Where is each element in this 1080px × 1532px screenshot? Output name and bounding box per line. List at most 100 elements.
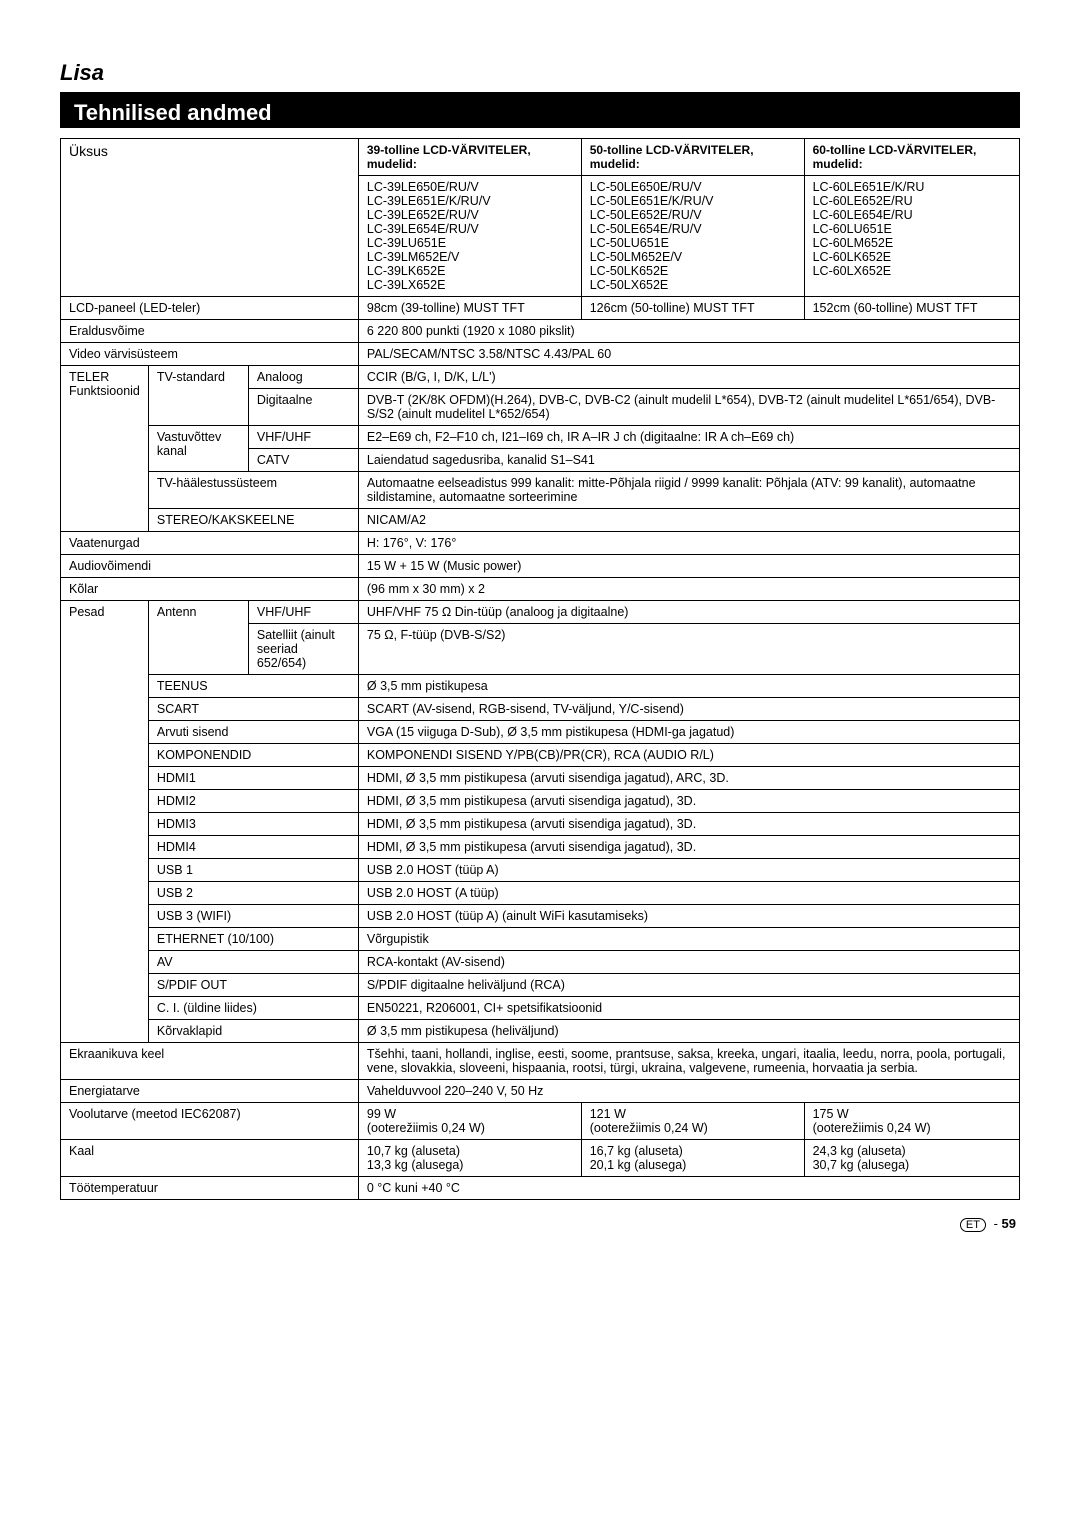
- digital-val: DVB-T (2K/8K OFDM)(H.264), DVB-C, DVB-C2…: [358, 389, 1019, 426]
- osd-label: Ekraanikuva keel: [61, 1043, 359, 1080]
- tuning-label: TV-häälestussüsteem: [148, 472, 358, 509]
- vcsys-label: Video värvisüsteem: [61, 343, 359, 366]
- angles-val: H: 176°, V: 176°: [358, 532, 1019, 555]
- ci-label: C. I. (üldine liides): [148, 997, 358, 1020]
- page-footer: ET - 59: [60, 1200, 1020, 1231]
- eth-label: ETHERNET (10/100): [148, 928, 358, 951]
- table-row: STEREO/KAKSKEELNE NICAM/A2: [61, 509, 1020, 532]
- hdmi3-label: HDMI3: [148, 813, 358, 836]
- hdmi3-val: HDMI, Ø 3,5 mm pistikupesa (arvuti sisen…: [358, 813, 1019, 836]
- spdif-label: S/PDIF OUT: [148, 974, 358, 997]
- speaker-label: Kõlar: [61, 578, 359, 601]
- catv-label: CATV: [248, 449, 358, 472]
- table-row: TV-häälestussüsteem Automaatne eelseadis…: [61, 472, 1020, 509]
- table-row: USB 3 (WIFI)USB 2.0 HOST (tüüp A) (ainul…: [61, 905, 1020, 928]
- eth-val: Võrgupistik: [358, 928, 1019, 951]
- av-val: RCA-kontakt (AV-sisend): [358, 951, 1019, 974]
- hdmi1-val: HDMI, Ø 3,5 mm pistikupesa (arvuti sisen…: [358, 767, 1019, 790]
- title-bar: Tehnilised andmed: [60, 98, 1020, 128]
- pc-label: Arvuti sisend: [148, 721, 358, 744]
- table-row: KõrvaklapidØ 3,5 mm pistikupesa (heliväl…: [61, 1020, 1020, 1043]
- hp-val: Ø 3,5 mm pistikupesa (heliväljund): [358, 1020, 1019, 1043]
- analog-label: Analoog: [248, 366, 358, 389]
- col50-models: LC-50LE650E/RU/V LC-50LE651E/K/RU/V LC-5…: [581, 176, 804, 297]
- page-title: Tehnilised andmed: [74, 100, 272, 126]
- energy-val: Vahelduvvool 220–240 V, 50 Hz: [358, 1080, 1019, 1103]
- table-row: HDMI1HDMI, Ø 3,5 mm pistikupesa (arvuti …: [61, 767, 1020, 790]
- audio-val: 15 W + 15 W (Music power): [358, 555, 1019, 578]
- page-number: 59: [1002, 1216, 1016, 1231]
- hp-label: Kõrvaklapid: [148, 1020, 358, 1043]
- table-row: C. I. (üldine liides)EN50221, R206001, C…: [61, 997, 1020, 1020]
- temp-label: Töötemperatuur: [61, 1177, 359, 1200]
- table-row: HDMI3HDMI, Ø 3,5 mm pistikupesa (arvuti …: [61, 813, 1020, 836]
- weight-39: 10,7 kg (aluseta) 13,3 kg (alusega): [358, 1140, 581, 1177]
- hdmi4-label: HDMI4: [148, 836, 358, 859]
- usb2-val: USB 2.0 HOST (A tüüp): [358, 882, 1019, 905]
- table-row: Audiovõimendi 15 W + 15 W (Music power): [61, 555, 1020, 578]
- table-row: KOMPONENDIDKOMPONENDI SISEND Y/PB(CB)/PR…: [61, 744, 1020, 767]
- ci-val: EN50221, R206001, CI+ spetsifikatsioonid: [358, 997, 1019, 1020]
- lang-badge: ET: [960, 1218, 986, 1232]
- table-row: Pesad Antenn VHF/UHF UHF/VHF 75 Ω Din-tü…: [61, 601, 1020, 624]
- table-row: TELER Funktsioonid TV-standard Analoog C…: [61, 366, 1020, 389]
- power-60: 175 W (ooterežiimis 0,24 W): [804, 1103, 1019, 1140]
- catv-val: Laiendatud sagedusriba, kanalid S1–S41: [358, 449, 1019, 472]
- power-50: 121 W (ooterežiimis 0,24 W): [581, 1103, 804, 1140]
- table-row: USB 1USB 2.0 HOST (tüüp A): [61, 859, 1020, 882]
- spec-table: Üksus 39-tolline LCD-VÄRVITELER, mudelid…: [60, 138, 1020, 1200]
- col39-models: LC-39LE650E/RU/V LC-39LE651E/K/RU/V LC-3…: [358, 176, 581, 297]
- usb3-val: USB 2.0 HOST (tüüp A) (ainult WiFi kasut…: [358, 905, 1019, 928]
- power-label: Voolutarve (meetod IEC62087): [61, 1103, 359, 1140]
- table-row: Vastuvõttev kanal VHF/UHF E2–E69 ch, F2–…: [61, 426, 1020, 449]
- res-val: 6 220 800 punkti (1920 x 1080 pikslit): [358, 320, 1019, 343]
- spdif-val: S/PDIF digitaalne heliväljund (RCA): [358, 974, 1019, 997]
- table-row: Eraldusvõime 6 220 800 punkti (1920 x 10…: [61, 320, 1020, 343]
- weight-60: 24,3 kg (aluseta) 30,7 kg (alusega): [804, 1140, 1019, 1177]
- table-row: HDMI4HDMI, Ø 3,5 mm pistikupesa (arvuti …: [61, 836, 1020, 859]
- table-row: Kaal 10,7 kg (aluseta) 13,3 kg (alusega)…: [61, 1140, 1020, 1177]
- osd-val: Tšehhi, taani, hollandi, inglise, eesti,…: [358, 1043, 1019, 1080]
- pesad-group: Pesad: [61, 601, 149, 1043]
- temp-val: 0 °C kuni +40 °C: [358, 1177, 1019, 1200]
- ant-sat-val: 75 Ω, F-tüüp (DVB-S/S2): [358, 624, 1019, 675]
- table-row: Töötemperatuur 0 °C kuni +40 °C: [61, 1177, 1020, 1200]
- table-row: Voolutarve (meetod IEC62087) 99 W (ooter…: [61, 1103, 1020, 1140]
- hdmi2-val: HDMI, Ø 3,5 mm pistikupesa (arvuti sisen…: [358, 790, 1019, 813]
- dash: -: [994, 1216, 1002, 1231]
- teler-group: TELER Funktsioonid: [61, 366, 149, 532]
- tvstd-label: TV-standard: [148, 366, 248, 426]
- av-label: AV: [148, 951, 358, 974]
- scart-val: SCART (AV-sisend, RGB-sisend, TV-väljund…: [358, 698, 1019, 721]
- table-row: Arvuti sisendVGA (15 viiguga D-Sub), Ø 3…: [61, 721, 1020, 744]
- table-row: HDMI2HDMI, Ø 3,5 mm pistikupesa (arvuti …: [61, 790, 1020, 813]
- stereo-val: NICAM/A2: [358, 509, 1019, 532]
- hdmi2-label: HDMI2: [148, 790, 358, 813]
- table-row: S/PDIF OUTS/PDIF digitaalne heliväljund …: [61, 974, 1020, 997]
- vcsys-val: PAL/SECAM/NTSC 3.58/NTSC 4.43/PAL 60: [358, 343, 1019, 366]
- col50-header: 50-tolline LCD-VÄRVITELER, mudelid:: [581, 139, 804, 176]
- table-row: Vaatenurgad H: 176°, V: 176°: [61, 532, 1020, 555]
- table-row: Video värvisüsteem PAL/SECAM/NTSC 3.58/N…: [61, 343, 1020, 366]
- comp-val: KOMPONENDI SISEND Y/PB(CB)/PR(CR), RCA (…: [358, 744, 1019, 767]
- table-row: Kõlar (96 mm x 30 mm) x 2: [61, 578, 1020, 601]
- speaker-val: (96 mm x 30 mm) x 2: [358, 578, 1019, 601]
- table-row: ETHERNET (10/100)Võrgupistik: [61, 928, 1020, 951]
- vhf-val: E2–E69 ch, F2–F10 ch, I21–I69 ch, IR A–I…: [358, 426, 1019, 449]
- res-label: Eraldusvõime: [61, 320, 359, 343]
- energy-label: Energiatarve: [61, 1080, 359, 1103]
- analog-val: CCIR (B/G, I, D/K, L/L'): [358, 366, 1019, 389]
- table-row: USB 2USB 2.0 HOST (A tüüp): [61, 882, 1020, 905]
- usb2-label: USB 2: [148, 882, 358, 905]
- unit-header: Üksus: [61, 139, 359, 297]
- pc-val: VGA (15 viiguga D-Sub), Ø 3,5 mm pistiku…: [358, 721, 1019, 744]
- audio-label: Audiovõimendi: [61, 555, 359, 578]
- col60-header: 60-tolline LCD-VÄRVITELER, mudelid:: [804, 139, 1019, 176]
- table-row: AVRCA-kontakt (AV-sisend): [61, 951, 1020, 974]
- scart-label: SCART: [148, 698, 358, 721]
- recv-label: Vastuvõttev kanal: [148, 426, 248, 472]
- usb1-label: USB 1: [148, 859, 358, 882]
- lcd-39: 98cm (39-tolline) MUST TFT: [358, 297, 581, 320]
- stereo-label: STEREO/KAKSKEELNE: [148, 509, 358, 532]
- lcd-50: 126cm (50-tolline) MUST TFT: [581, 297, 804, 320]
